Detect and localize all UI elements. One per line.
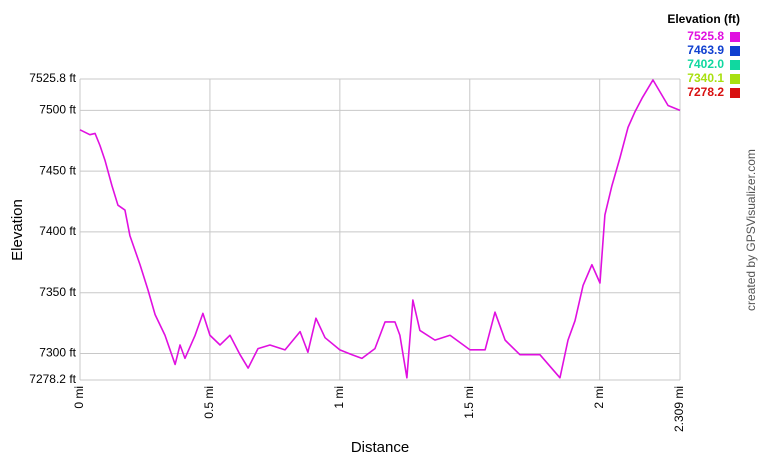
x-axis-label: Distance: [351, 439, 409, 456]
legend-swatch: [730, 46, 740, 56]
legend-label: 7340.1: [687, 71, 724, 85]
legend-label: 7525.8: [687, 29, 724, 43]
legend-label: 7402.0: [687, 57, 724, 71]
legend-label: 7278.2: [687, 85, 724, 99]
credit: created by GPSVisualizer.com: [744, 149, 758, 311]
y-tick-label: 7450 ft: [39, 163, 76, 177]
legend-swatch: [730, 88, 740, 98]
y-axis-label: Elevation: [9, 199, 26, 261]
legend-title: Elevation (ft): [667, 12, 740, 26]
y-tick-label: 7400 ft: [39, 224, 76, 238]
y-tick-label: 7350 ft: [39, 285, 76, 299]
y-tick-label: 7500 ft: [39, 103, 76, 117]
y-tick-label: 7278.2 ft: [29, 372, 76, 386]
legend-swatch: [730, 60, 740, 70]
x-tick-label: 0.5 mi: [202, 386, 216, 419]
y-tick-label: 7525.8 ft: [29, 71, 76, 85]
x-tick-label: 2.309 mi: [672, 386, 686, 432]
x-tick-label: 1 mi: [332, 386, 346, 409]
x-tick-label: 2 mi: [592, 386, 606, 409]
x-tick-label: 0 mi: [72, 386, 86, 409]
elevation-line: [79, 79, 681, 379]
legend-swatch: [730, 32, 740, 42]
x-tick-label: 1.5 mi: [462, 386, 476, 419]
legend-swatch: [730, 74, 740, 84]
legend-label: 7463.9: [687, 43, 724, 57]
y-tick-label: 7300 ft: [39, 346, 76, 360]
